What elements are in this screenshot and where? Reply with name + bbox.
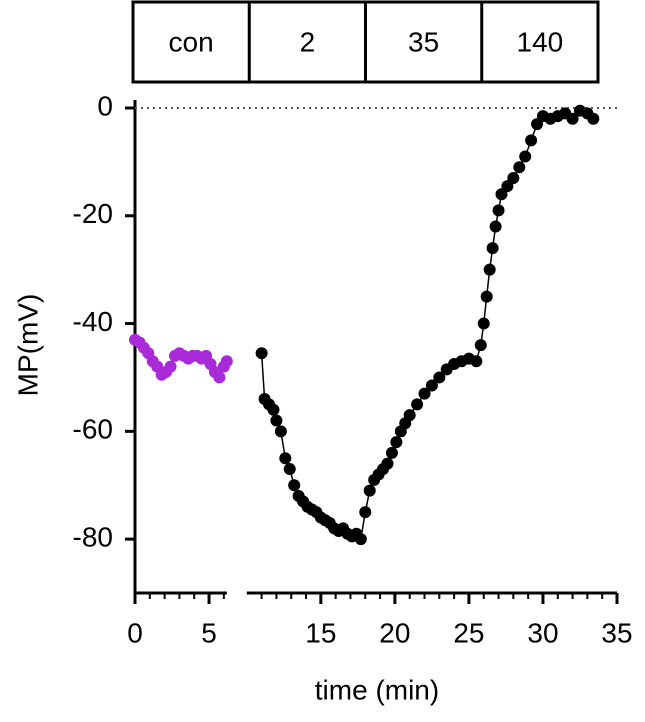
data-point (433, 371, 446, 384)
x-axis-label: time (min) (315, 674, 439, 705)
data-point (486, 242, 499, 255)
data-point (270, 414, 283, 427)
data-point (213, 371, 226, 384)
data-point (288, 479, 301, 492)
x-tick-label: 30 (527, 617, 558, 648)
y-axis-label: MP(mV) (12, 294, 43, 397)
data-point (525, 134, 538, 147)
x-tick-label: 15 (305, 617, 336, 648)
data-point (411, 398, 424, 411)
data-point (283, 463, 296, 476)
data-point (359, 506, 372, 519)
data-point (480, 290, 493, 303)
y-tick-label: -40 (73, 306, 113, 337)
header-cell-label: 35 (408, 26, 439, 57)
data-point (470, 355, 483, 368)
data-point (489, 220, 502, 233)
data-point (513, 161, 526, 174)
header-cell-label: 140 (517, 26, 564, 57)
data-point (267, 403, 280, 416)
data-point (255, 347, 268, 360)
header-cell-label: con (169, 26, 214, 57)
data-point (587, 112, 600, 125)
data-point (385, 446, 398, 459)
y-tick-label: -20 (73, 198, 113, 229)
x-tick-label: 5 (201, 617, 217, 648)
data-point (474, 339, 487, 352)
data-point (363, 484, 376, 497)
x-tick-label: 25 (453, 617, 484, 648)
x-tick-label: 0 (127, 617, 143, 648)
data-point (507, 172, 520, 185)
data-point (381, 457, 394, 470)
header-cell-label: 2 (300, 26, 316, 57)
series-line (260, 109, 594, 541)
data-point (492, 204, 505, 217)
data-point (418, 387, 431, 400)
data-point (477, 317, 490, 330)
y-tick-label: 0 (97, 90, 113, 121)
x-tick-label: 20 (379, 617, 410, 648)
data-point (425, 379, 438, 392)
data-point (164, 360, 177, 373)
data-point (566, 112, 579, 125)
data-point (220, 355, 233, 368)
y-tick-label: -60 (73, 414, 113, 445)
data-point (279, 452, 292, 465)
y-tick-label: -80 (73, 522, 113, 553)
data-point (403, 409, 416, 422)
data-point (519, 150, 532, 163)
data-point (390, 436, 403, 449)
x-tick-label: 35 (601, 617, 632, 648)
data-point (354, 533, 367, 546)
data-point (274, 425, 287, 438)
data-point (483, 263, 496, 276)
